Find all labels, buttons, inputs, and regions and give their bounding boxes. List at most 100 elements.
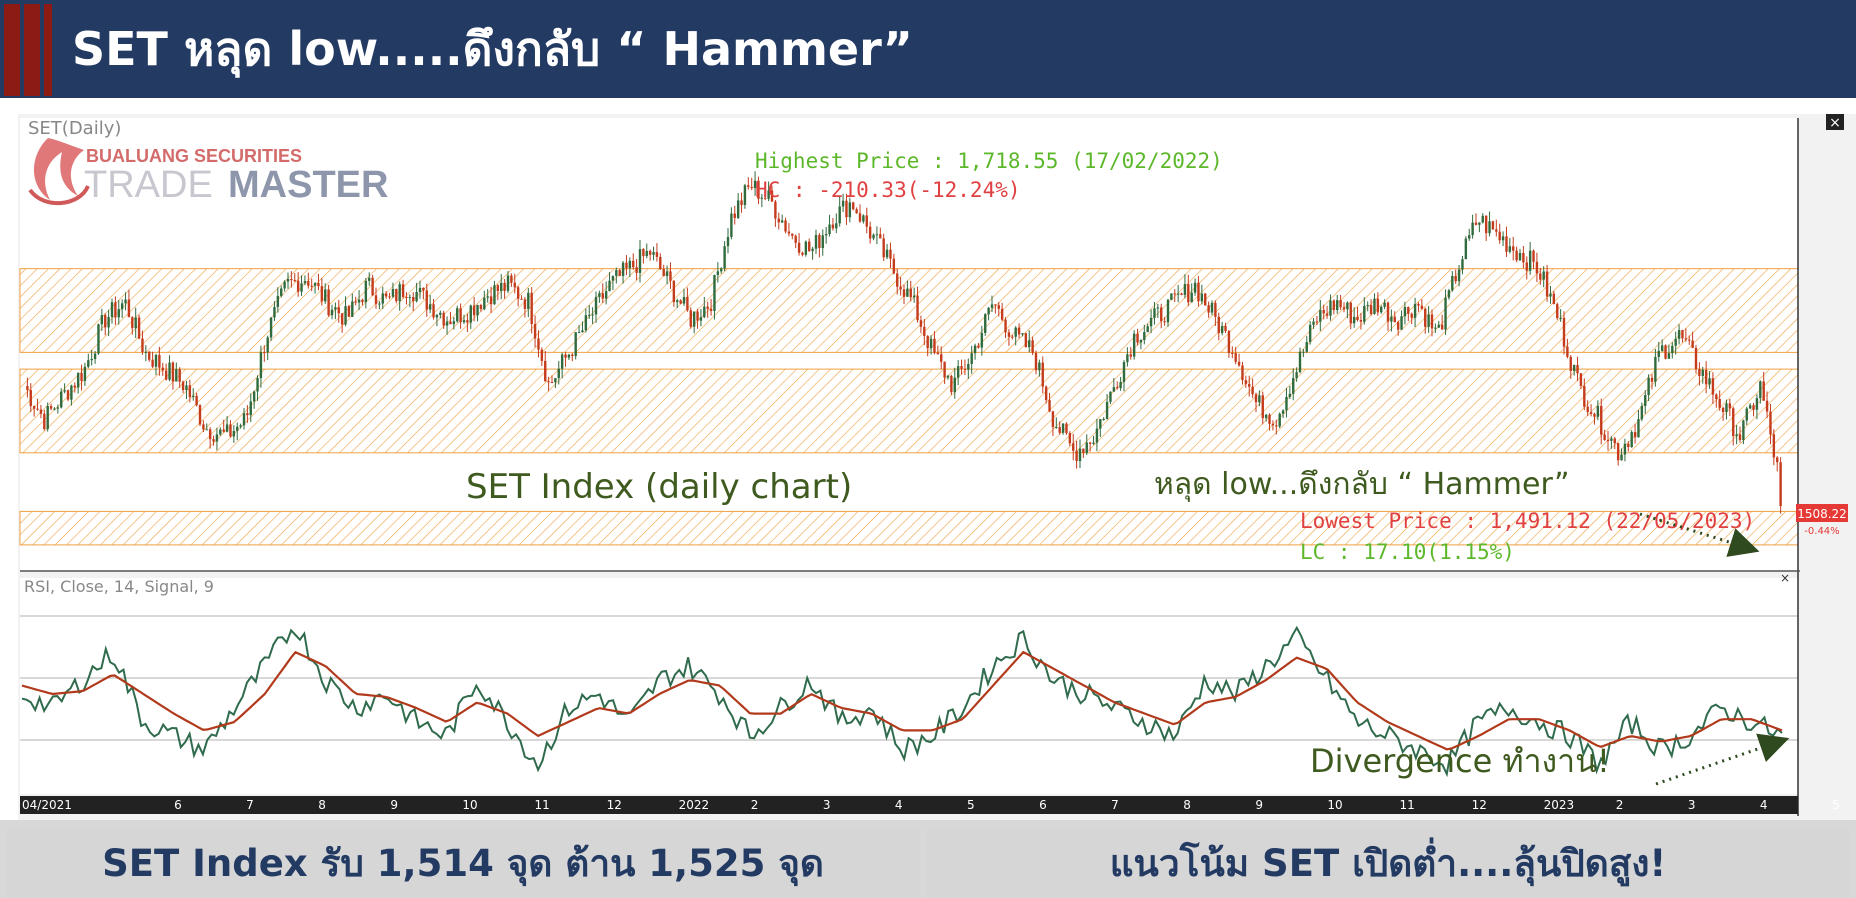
- candle: [625, 255, 628, 276]
- candle-body: [1302, 351, 1305, 353]
- candle: [1559, 309, 1562, 322]
- candle: [63, 383, 66, 394]
- candle-body: [286, 278, 290, 282]
- candle: [107, 309, 110, 337]
- rsi-panel-close-button[interactable]: ×: [1780, 571, 1790, 585]
- candle: [117, 300, 120, 325]
- candle-body: [252, 391, 256, 402]
- candle: [104, 313, 107, 336]
- logo-product-light: TRADE: [84, 164, 213, 206]
- x-tick-label: 5: [1832, 798, 1840, 812]
- candle-body: [994, 304, 997, 306]
- candle: [1512, 236, 1515, 261]
- candle: [1725, 399, 1728, 420]
- candle-body: [1217, 316, 1220, 334]
- candle-body: [269, 317, 273, 338]
- candle-body: [1193, 282, 1197, 293]
- candle: [26, 377, 29, 398]
- candle-body: [66, 390, 70, 400]
- candle-body: [1200, 293, 1204, 302]
- candle-body: [46, 406, 49, 430]
- candle: [520, 295, 523, 300]
- candle-body: [1095, 428, 1099, 443]
- candle-body: [1393, 316, 1396, 323]
- candle-body: [1072, 443, 1075, 451]
- candle: [337, 299, 340, 323]
- candle-body: [104, 315, 107, 328]
- candle-body: [1566, 346, 1569, 357]
- candle: [1014, 326, 1017, 346]
- candle-body: [263, 352, 266, 354]
- candle-body: [1488, 221, 1491, 234]
- candle: [1735, 424, 1738, 445]
- candle: [307, 272, 310, 289]
- candle: [1329, 294, 1332, 321]
- candle-body: [1241, 365, 1244, 381]
- candle-body: [198, 405, 202, 425]
- candle: [381, 286, 384, 310]
- candle: [1677, 324, 1681, 345]
- candle-body: [1180, 293, 1183, 295]
- candle-body: [960, 366, 963, 369]
- candle: [1004, 317, 1007, 339]
- x-tick-label: 10: [1327, 798, 1342, 812]
- candle: [1671, 342, 1674, 359]
- candle-body: [950, 375, 953, 393]
- candle-body: [1667, 353, 1671, 359]
- candle: [388, 292, 391, 300]
- candle-body: [1457, 269, 1461, 282]
- candle-body: [1701, 369, 1704, 376]
- candle: [425, 283, 428, 317]
- candle: [496, 284, 500, 301]
- candle: [1193, 278, 1197, 296]
- candle-body: [479, 305, 483, 310]
- candle-body: [1197, 282, 1200, 302]
- candle: [750, 177, 753, 191]
- candle-body: [987, 307, 990, 315]
- candle-body: [882, 238, 885, 258]
- candle-body: [1264, 414, 1268, 419]
- candle-body: [1583, 385, 1586, 407]
- candle-body: [466, 320, 469, 323]
- candle: [797, 233, 801, 256]
- candle: [632, 253, 635, 270]
- candle: [1170, 293, 1173, 301]
- candle: [1424, 307, 1427, 334]
- price-zone-3: [19, 510, 1799, 546]
- candle: [1484, 215, 1488, 241]
- candle: [912, 287, 916, 303]
- price-panel-close-button[interactable]: [1826, 114, 1844, 130]
- candle-body: [1738, 434, 1742, 441]
- candle-body: [1765, 400, 1769, 412]
- candle-body: [1312, 321, 1315, 325]
- candle: [892, 253, 896, 275]
- candle-body: [980, 332, 984, 348]
- candle-body: [161, 367, 164, 371]
- candle: [489, 286, 493, 314]
- candle: [533, 315, 537, 348]
- candle-body: [615, 270, 618, 276]
- candle: [154, 353, 158, 376]
- candle: [120, 299, 124, 318]
- candle: [1437, 320, 1440, 328]
- candle-body: [93, 353, 97, 359]
- candle: [743, 183, 747, 209]
- candle: [412, 292, 415, 312]
- candle: [286, 272, 290, 289]
- candle: [1522, 245, 1525, 269]
- candle-body: [537, 338, 540, 350]
- candle: [1099, 419, 1102, 437]
- candle: [405, 292, 408, 305]
- candle-body: [791, 233, 794, 236]
- candle-body: [151, 359, 154, 367]
- candle-body: [940, 354, 943, 362]
- candle-body: [997, 305, 1000, 309]
- candle: [1515, 246, 1518, 263]
- candle-body: [137, 317, 141, 339]
- x-tick-label: 2022: [679, 798, 710, 812]
- candle: [246, 405, 249, 423]
- candle: [1220, 321, 1224, 336]
- candle: [1214, 300, 1217, 326]
- candle-body: [300, 283, 303, 292]
- candle: [374, 287, 378, 309]
